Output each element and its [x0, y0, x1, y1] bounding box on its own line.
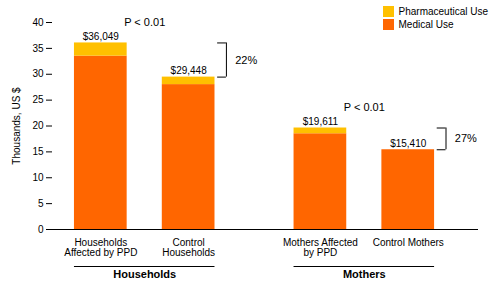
html-text:Pharmaceutical Use: Pharmaceutical Use — [398, 6, 488, 17]
svg-text:30: 30 — [32, 68, 44, 79]
svg-text:Control Mothers: Control Mothers — [373, 237, 444, 248]
svg-text:10: 10 — [32, 172, 44, 183]
svg-text:$29,448: $29,448 — [171, 65, 208, 76]
svg-text:$19,611: $19,611 — [303, 116, 339, 127]
svg-text:40: 40 — [32, 17, 44, 28]
svg-text:5: 5 — [38, 198, 44, 209]
html-text:Medical Use: Medical Use — [398, 19, 454, 30]
svg-text:22%: 22% — [235, 54, 257, 66]
svg-text:25: 25 — [32, 94, 44, 105]
svg-text:P < 0.01: P < 0.01 — [344, 101, 385, 113]
svg-text:Mothers: Mothers — [343, 268, 386, 280]
svg-text:15: 15 — [32, 146, 44, 157]
svg-text:Thousands, US $: Thousands, US $ — [11, 87, 22, 165]
svg-text:HouseholdsAffected by PPD: HouseholdsAffected by PPD — [64, 237, 137, 258]
svg-text:Mothers Affectedby PPD: Mothers Affectedby PPD — [283, 237, 358, 258]
svg-text:20: 20 — [32, 120, 44, 131]
svg-text:ControlHouseholds: ControlHouseholds — [162, 237, 215, 258]
svg-text:Households: Households — [113, 268, 176, 280]
svg-text:P < 0.01: P < 0.01 — [124, 16, 165, 28]
svg-text:0: 0 — [38, 224, 44, 235]
svg-text:$15,410: $15,410 — [390, 138, 427, 149]
svg-text:$36,049: $36,049 — [83, 31, 120, 42]
svg-text:27%: 27% — [455, 132, 477, 144]
svg-text:35: 35 — [32, 43, 44, 54]
